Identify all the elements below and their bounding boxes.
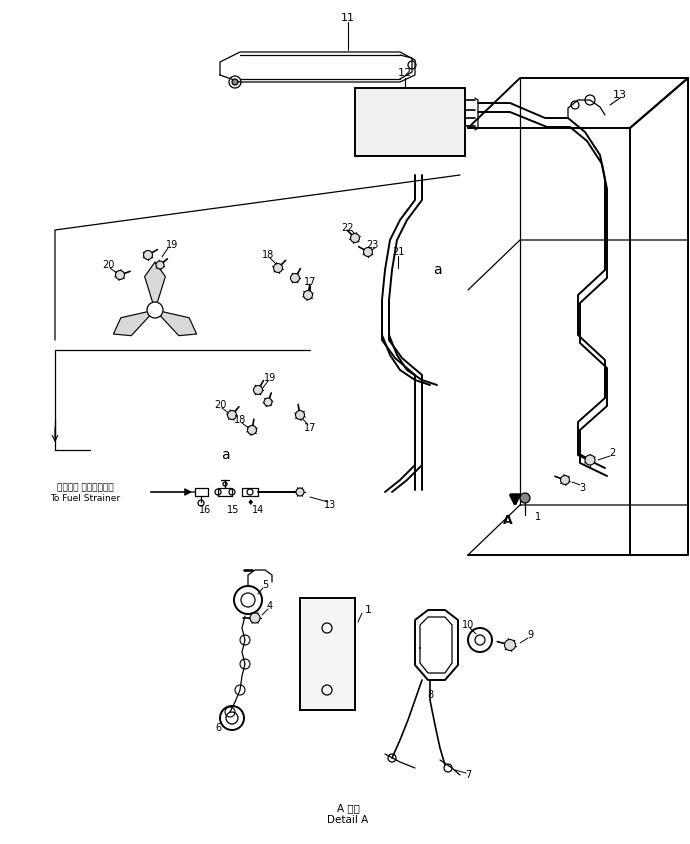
Text: フェエル ストレーナー: フェエル ストレーナー	[57, 484, 113, 493]
Polygon shape	[145, 262, 166, 310]
Text: 21: 21	[392, 247, 404, 257]
Text: Detail A: Detail A	[327, 815, 368, 825]
Circle shape	[585, 455, 595, 465]
Circle shape	[520, 493, 530, 503]
Circle shape	[156, 261, 164, 269]
Text: 17: 17	[304, 277, 316, 287]
Text: 16: 16	[199, 505, 211, 515]
Text: 1: 1	[535, 512, 541, 522]
Text: a: a	[221, 448, 229, 462]
Text: ♦: ♦	[246, 497, 254, 506]
Circle shape	[248, 425, 257, 435]
Text: To Fuel Strainer: To Fuel Strainer	[50, 494, 120, 502]
Text: 22: 22	[342, 223, 354, 233]
Text: 18: 18	[262, 250, 274, 260]
Text: A 詳細: A 詳細	[337, 803, 359, 813]
Circle shape	[351, 234, 359, 242]
Text: 15: 15	[227, 505, 239, 515]
Circle shape	[228, 410, 237, 419]
Polygon shape	[113, 310, 155, 336]
Text: 12: 12	[398, 68, 412, 78]
Circle shape	[250, 613, 260, 623]
Circle shape	[304, 290, 313, 300]
Text: A: A	[503, 513, 513, 527]
Text: 3: 3	[579, 483, 585, 493]
Text: 8: 8	[427, 690, 433, 700]
Circle shape	[147, 302, 163, 318]
Bar	[300, 598, 355, 710]
Text: 18: 18	[234, 415, 246, 425]
Text: 17: 17	[304, 423, 316, 433]
Circle shape	[295, 410, 304, 419]
Text: 13: 13	[613, 90, 627, 100]
Text: 2: 2	[609, 448, 615, 458]
Bar	[355, 88, 465, 156]
Text: 19: 19	[264, 373, 276, 383]
Text: 23: 23	[366, 240, 378, 250]
Circle shape	[290, 273, 299, 283]
Circle shape	[273, 263, 282, 273]
Circle shape	[264, 398, 272, 406]
Circle shape	[560, 475, 569, 484]
Text: 13: 13	[324, 500, 336, 510]
Text: a: a	[433, 263, 442, 277]
Circle shape	[115, 270, 124, 279]
Text: 6: 6	[215, 723, 221, 733]
Text: 11: 11	[341, 13, 355, 23]
Text: 20: 20	[214, 400, 226, 410]
Text: 20: 20	[102, 260, 114, 270]
Text: 5: 5	[262, 580, 268, 590]
Circle shape	[232, 79, 238, 85]
Circle shape	[364, 247, 373, 257]
Text: 14: 14	[252, 505, 264, 515]
Polygon shape	[155, 310, 197, 336]
Circle shape	[504, 640, 515, 651]
Circle shape	[253, 386, 262, 394]
Text: 7: 7	[465, 770, 471, 780]
Circle shape	[296, 488, 304, 496]
Circle shape	[144, 251, 152, 259]
Text: 9: 9	[527, 630, 533, 640]
Text: 4: 4	[267, 601, 273, 611]
Text: 19: 19	[166, 240, 178, 250]
Text: 10: 10	[462, 620, 474, 630]
Text: 1: 1	[364, 605, 371, 615]
